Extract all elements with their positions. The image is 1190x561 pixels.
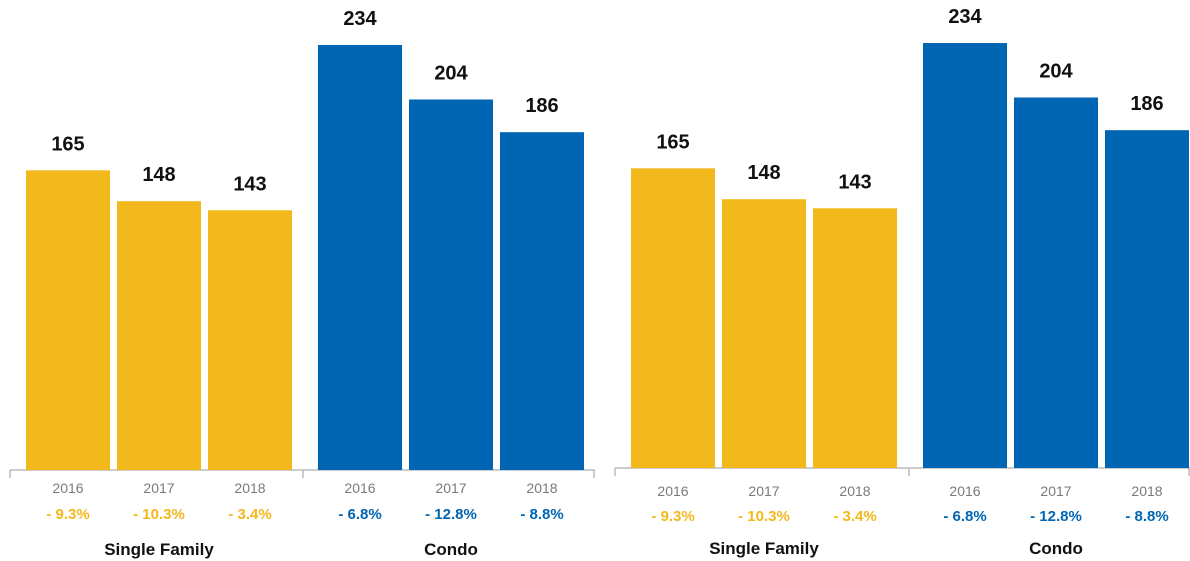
bar — [26, 170, 110, 471]
x-tick-label: 2017 — [435, 480, 466, 496]
group-label: Condo — [1029, 539, 1083, 558]
bar — [500, 132, 584, 470]
bar — [208, 210, 292, 470]
bar — [1105, 130, 1189, 468]
x-tick-label: 2016 — [52, 480, 83, 496]
x-tick-label: 2016 — [949, 483, 980, 499]
change-label: - 10.3% — [133, 506, 185, 523]
bar — [1014, 97, 1098, 468]
bar-value-label: 143 — [233, 173, 266, 195]
x-tick-label: 2017 — [143, 480, 174, 496]
change-label: - 9.3% — [651, 508, 694, 525]
group-label: Condo — [424, 540, 478, 559]
change-label: - 12.8% — [425, 506, 477, 523]
change-label: - 9.3% — [46, 506, 89, 523]
group-label: Single Family — [104, 540, 214, 559]
change-label: - 10.3% — [738, 508, 790, 525]
x-tick-label: 2018 — [839, 483, 870, 499]
bar-value-label: 165 — [656, 131, 689, 153]
bar-value-label: 148 — [142, 164, 175, 186]
bar — [923, 43, 1007, 468]
bar-value-label: 186 — [525, 95, 558, 117]
bar-value-label: 143 — [838, 171, 871, 193]
change-label: - 12.8% — [1030, 508, 1082, 525]
x-tick-label: 2017 — [748, 483, 779, 499]
change-label: - 3.4% — [833, 508, 876, 525]
x-tick-label: 2016 — [657, 483, 688, 499]
bar — [813, 208, 897, 468]
change-label: - 3.4% — [228, 506, 271, 523]
bar-value-label: 165 — [51, 133, 84, 155]
bar — [117, 201, 201, 470]
bar-value-label: 148 — [747, 162, 780, 184]
bar — [318, 45, 402, 470]
x-tick-label: 2016 — [344, 480, 375, 496]
x-tick-label: 2017 — [1040, 483, 1071, 499]
bar-value-label: 204 — [1039, 60, 1073, 82]
x-tick-label: 2018 — [526, 480, 557, 496]
bar — [631, 168, 715, 469]
x-tick-label: 2018 — [1131, 483, 1162, 499]
change-label: - 8.8% — [520, 506, 563, 523]
bar-value-label: 204 — [434, 62, 468, 84]
bar — [409, 99, 493, 470]
x-tick-label: 2018 — [234, 480, 265, 496]
change-label: - 8.8% — [1125, 508, 1168, 525]
bar-value-label: 234 — [343, 8, 377, 30]
bar — [722, 199, 806, 468]
bar-value-label: 186 — [1130, 93, 1163, 115]
change-label: - 6.8% — [943, 508, 986, 525]
bar-value-label: 234 — [948, 6, 982, 28]
group-label: Single Family — [709, 539, 819, 558]
change-label: - 6.8% — [338, 506, 381, 523]
